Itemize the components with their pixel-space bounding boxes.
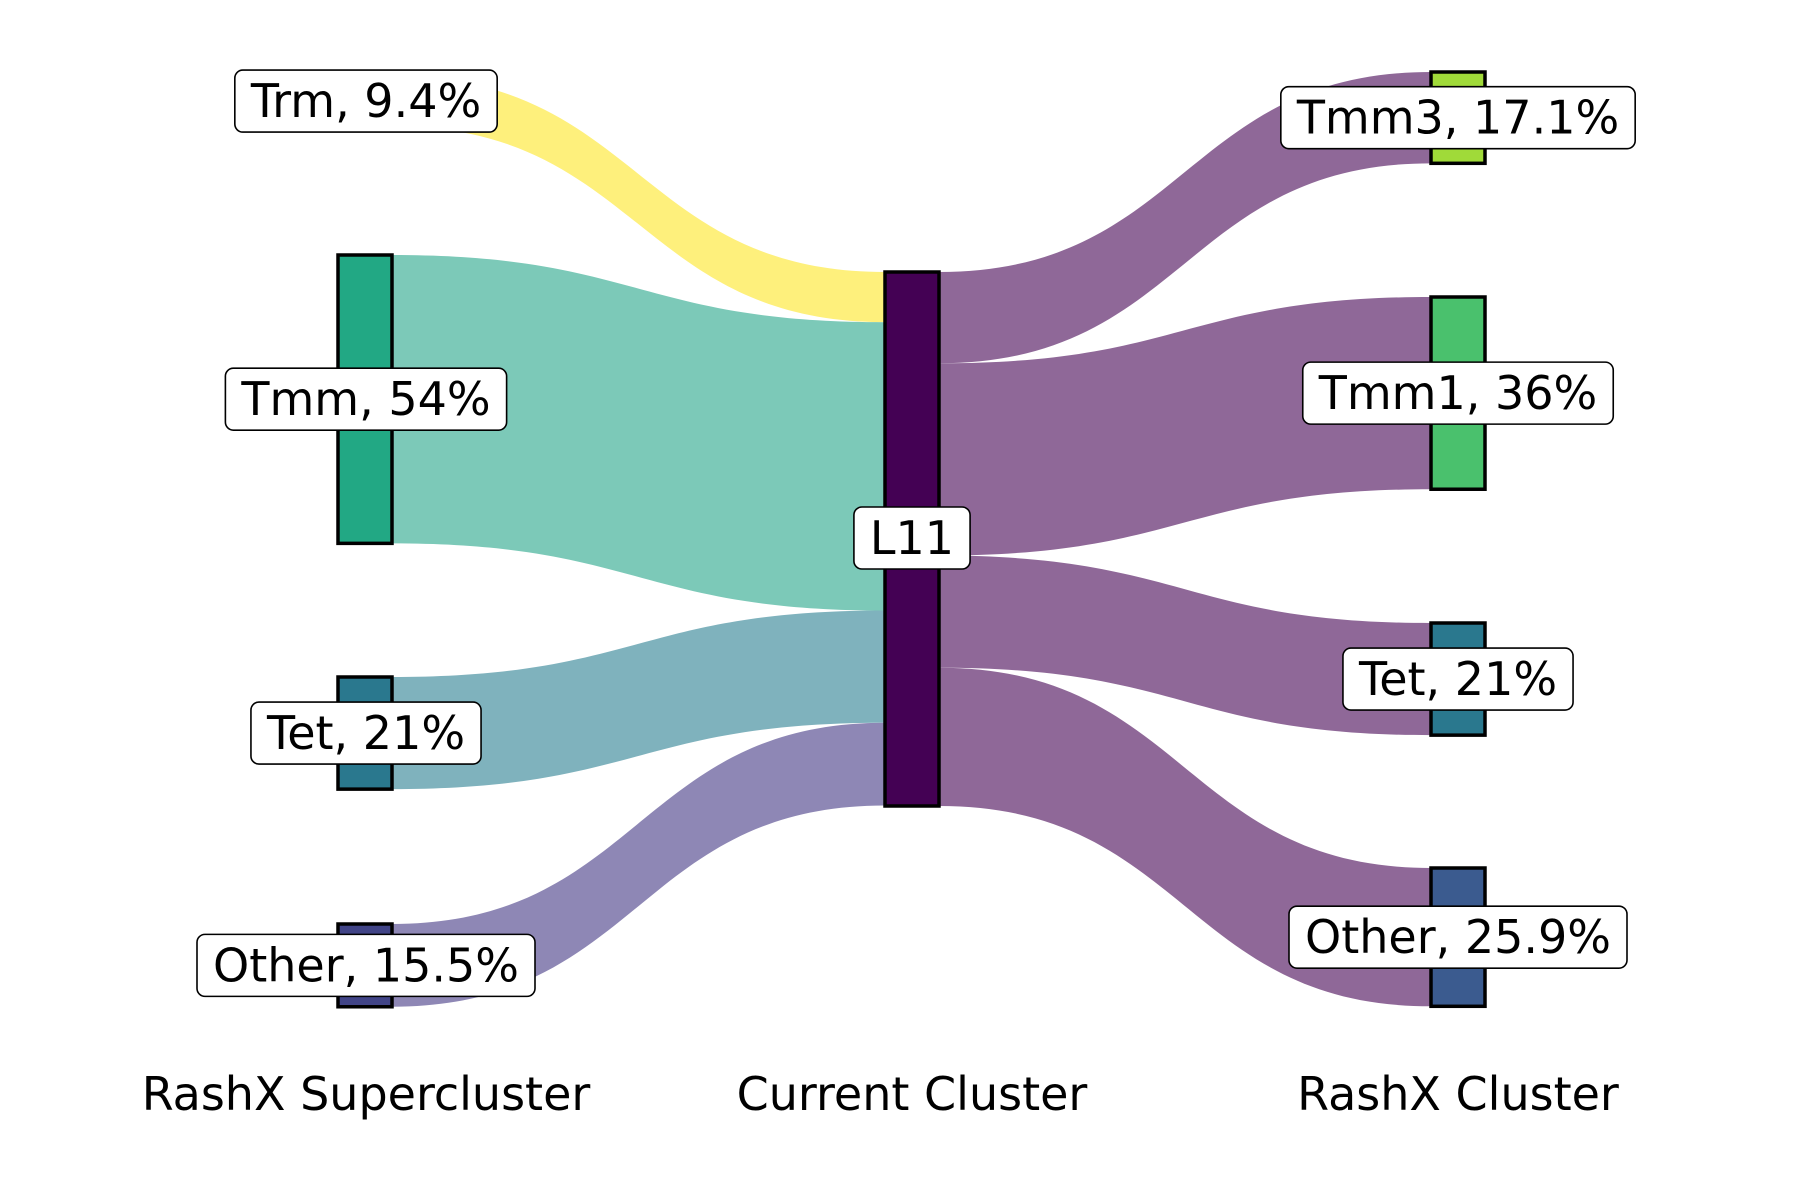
flow-target-2 — [939, 555, 1431, 736]
flow-source-2 — [392, 610, 885, 790]
source-node-label-2: Tet, 21% — [250, 701, 482, 765]
target-node-label-1-box — [1301, 361, 1615, 425]
center-node-label-box — [853, 506, 971, 570]
source-node-label-3: Other, 15.5% — [196, 933, 536, 998]
labels-layer: Trm, 9.4% Tmm, 54% Tet, 21% Other, 15.5% Tmm… — [196, 69, 1636, 998]
target-node-label-3-box — [1288, 905, 1628, 969]
flow-target-1 — [939, 297, 1431, 556]
column-title-center: Current Cluster — [737, 1067, 1088, 1121]
source-node-label-2-text: Tet, 21% — [266, 706, 465, 760]
target-node-label-1-text: Tmm1, 36% — [1318, 366, 1597, 420]
column-title-left: RashX Supercluster — [142, 1067, 591, 1121]
source-node-label-0-box — [234, 69, 498, 133]
target-node-label-1: Tmm1, 36% — [1301, 361, 1615, 425]
target-node-label-2-box — [1342, 647, 1574, 711]
source-node-label-0-text: Trm, 9.4% — [250, 74, 481, 128]
flow-source-0 — [392, 76, 885, 323]
source-node-label-1-text: Tmm, 54% — [240, 372, 490, 426]
target-node-label-0-text: Tmm3, 17.1% — [1296, 91, 1619, 145]
target-node-label-0: Tmm3, 17.1% — [1280, 85, 1636, 150]
source-node-label-3-box — [196, 933, 536, 998]
center-node-label: L11 — [853, 506, 971, 570]
column-title-right: RashX Cluster — [1297, 1067, 1619, 1121]
source-node-label-1-box — [224, 367, 508, 431]
source-node-label-1: Tmm, 54% — [224, 367, 508, 431]
source-node-label-3-text: Other, 15.5% — [213, 938, 519, 992]
target-node-label-0-box — [1280, 85, 1636, 150]
source-node-label-2-box — [250, 701, 482, 765]
target-node-label-2: Tet, 21% — [1342, 647, 1574, 711]
source-node-label-0: Trm, 9.4% — [234, 69, 498, 133]
target-node-label-3-text: Other, 25.9% — [1305, 910, 1611, 964]
target-node-label-3: Other, 25.9% — [1288, 905, 1628, 969]
flow-source-1 — [392, 255, 885, 611]
target-node-label-2-text: Tet, 21% — [1358, 652, 1557, 706]
center-node-label-text: L11 — [870, 511, 954, 565]
